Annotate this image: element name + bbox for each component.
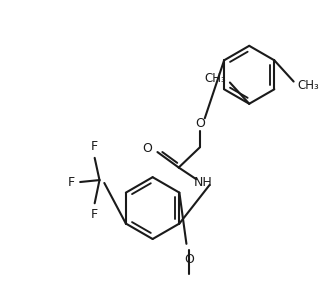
Text: O: O — [143, 142, 152, 155]
Text: NH: NH — [194, 176, 212, 188]
Text: F: F — [91, 140, 98, 153]
Text: F: F — [67, 176, 74, 188]
Text: O: O — [195, 117, 205, 130]
Text: O: O — [184, 253, 194, 266]
Text: F: F — [91, 208, 98, 221]
Text: CH₃: CH₃ — [204, 72, 226, 85]
Text: CH₃: CH₃ — [298, 79, 319, 92]
